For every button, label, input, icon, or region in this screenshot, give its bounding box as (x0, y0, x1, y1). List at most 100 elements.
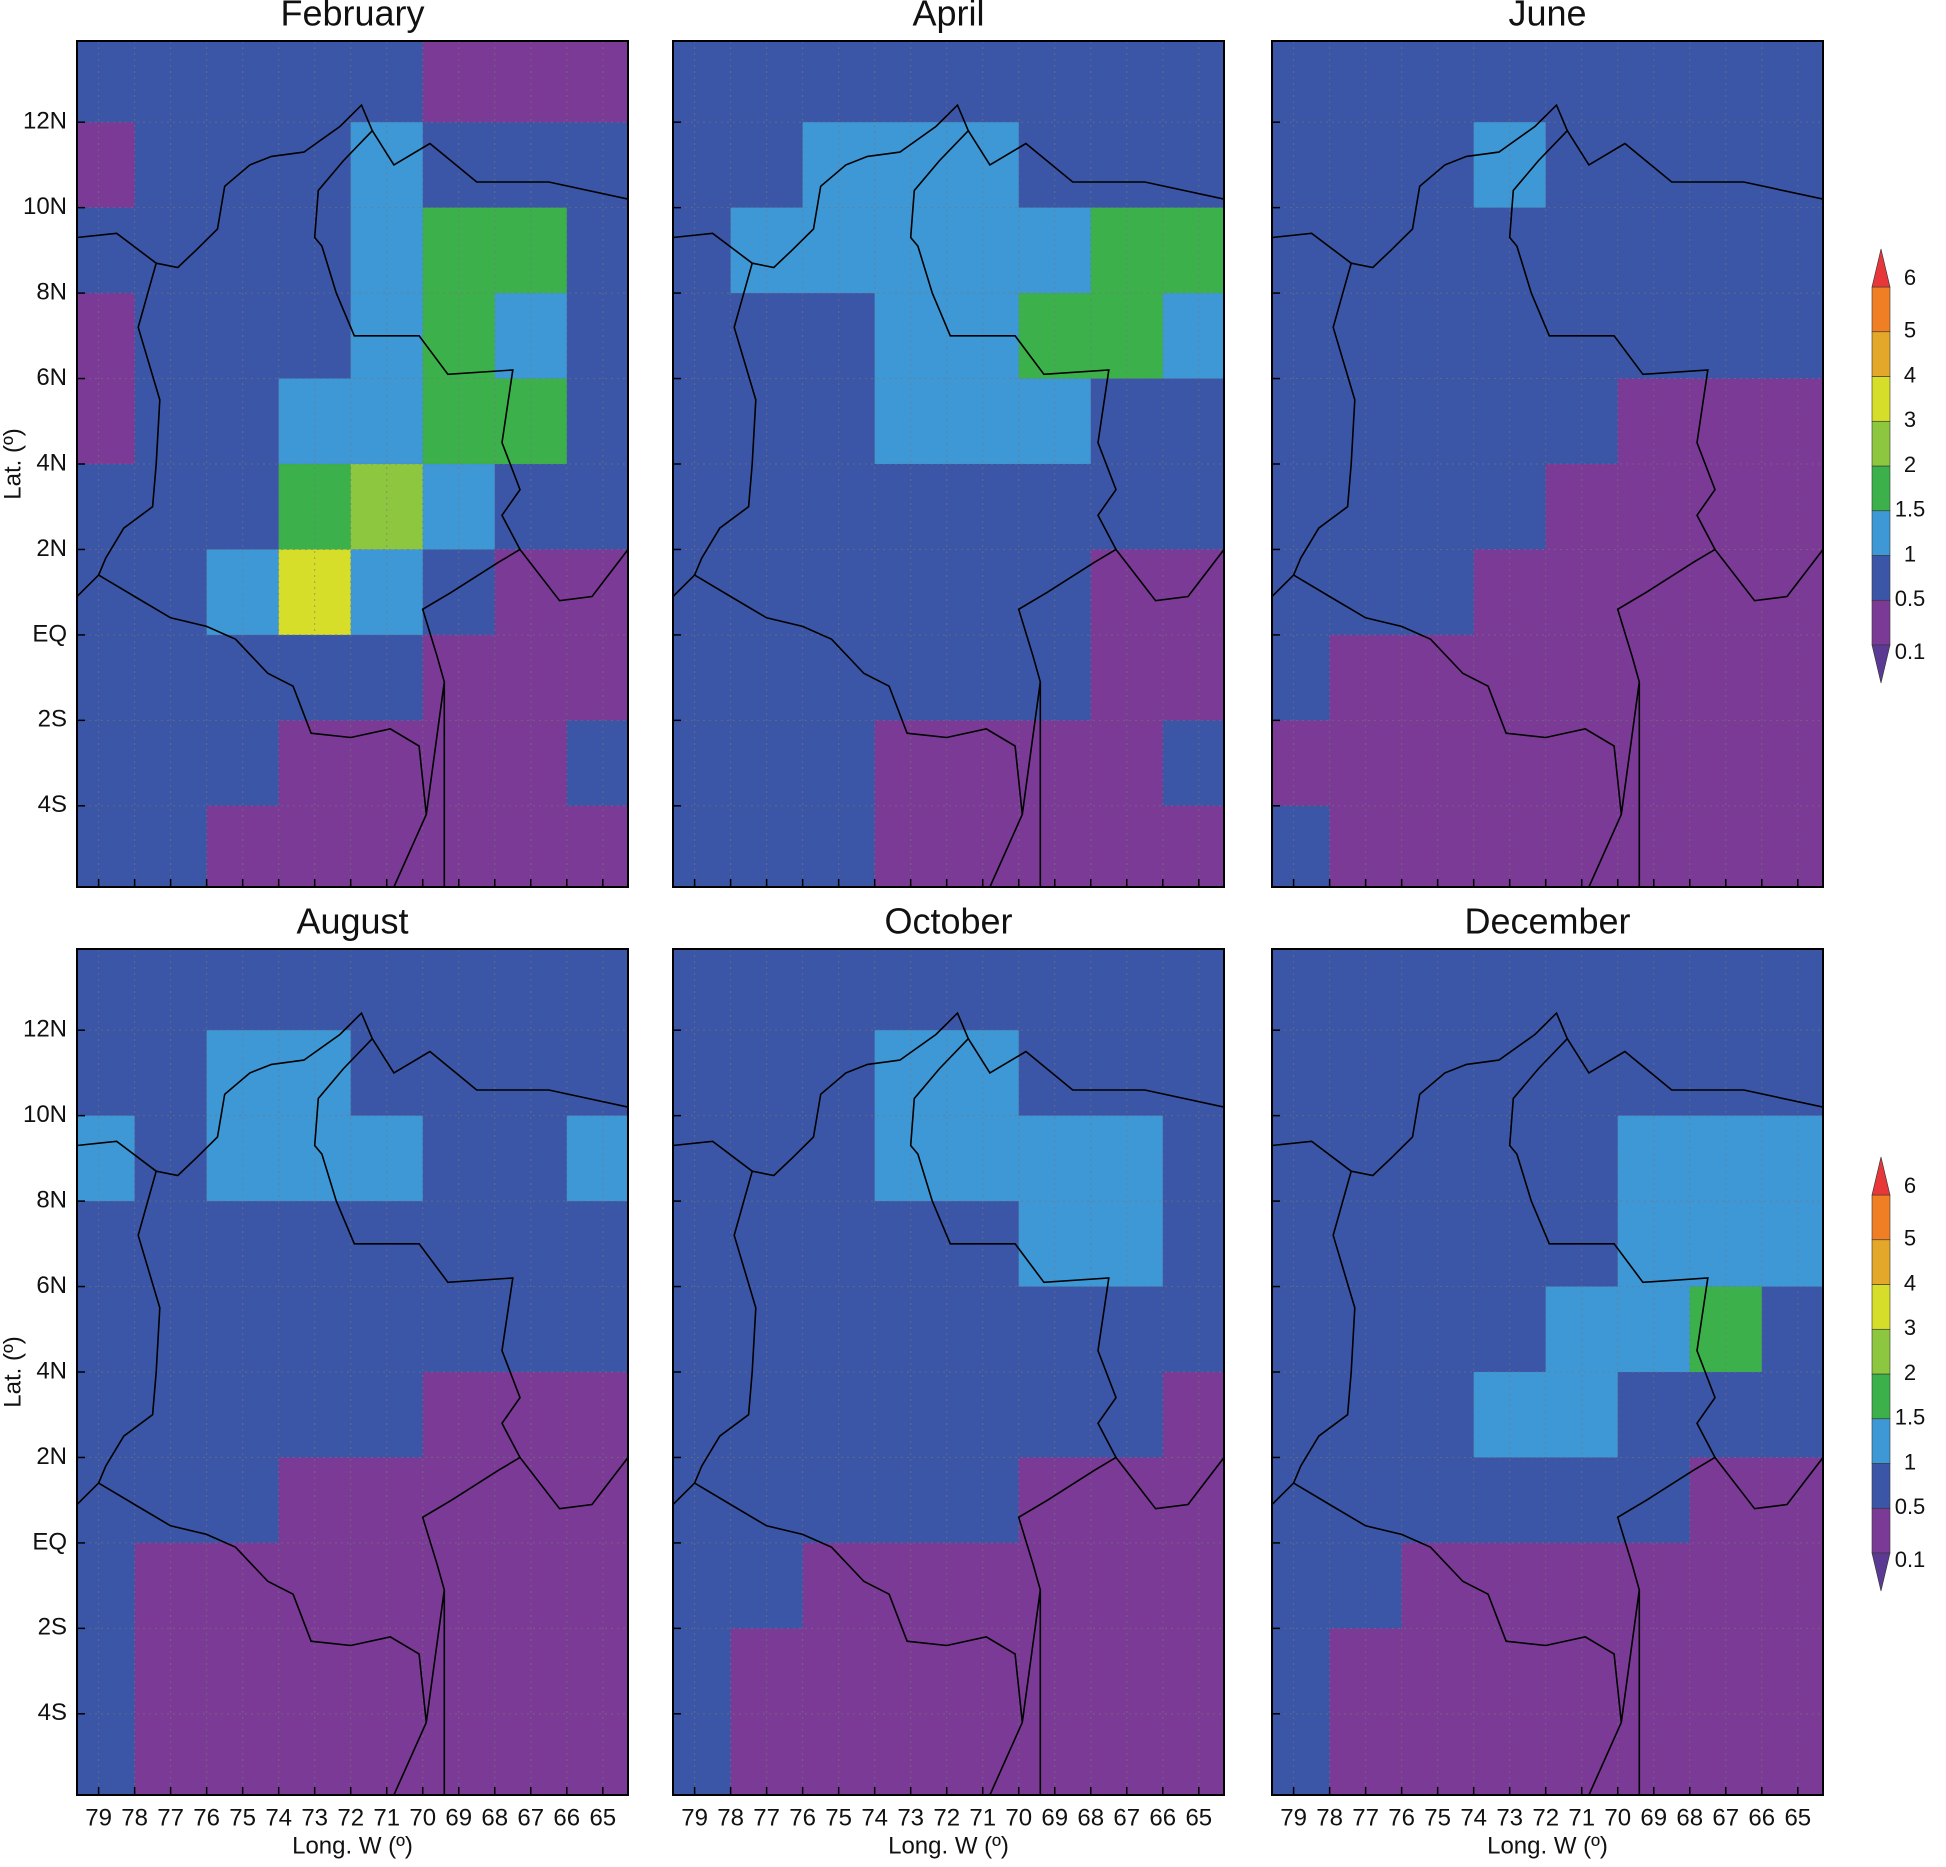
x-tick-label: 78 (121, 1804, 148, 1831)
border-line (967, 1038, 1224, 1108)
grid-cell (1329, 1372, 1403, 1458)
grid-cell (946, 122, 1020, 209)
grid-cell (946, 549, 1020, 636)
grid-cell (1401, 1713, 1475, 1795)
grid-cell (1018, 1286, 1092, 1373)
grid-cell (566, 1201, 628, 1288)
country-border (97, 1011, 522, 1723)
grid-cell (874, 378, 948, 465)
cells (673, 41, 1224, 887)
border-line (1566, 130, 1823, 200)
x-tick-label: 65 (1784, 1804, 1811, 1831)
grid-cell (1689, 1713, 1763, 1795)
grid-cell (730, 949, 804, 1031)
map-panel: February 12N 10N 8N 6N 4N 2N EQ 2S 4S Lat. (º) (0, 0, 629, 888)
y-tick-label: 10N (23, 193, 67, 220)
map-panel: June (1271, 0, 1824, 888)
panel-title: February (280, 0, 424, 34)
grid-cell (566, 1542, 628, 1629)
y-tick-label: 8N (36, 1186, 67, 1213)
grid-cell (494, 549, 568, 636)
colorbar-segment (1871, 1373, 1891, 1420)
grid-cell (730, 1713, 804, 1795)
colorbar-segment (1871, 599, 1891, 646)
grid-cell (566, 634, 628, 721)
grid-cell (1401, 1372, 1475, 1458)
grid-cell (673, 949, 732, 1031)
x-tick-label: 66 (553, 1804, 580, 1831)
colorbar-label: 0.5 (1895, 1494, 1926, 1519)
grid-cell (1689, 41, 1763, 123)
border-line (1272, 232, 1352, 264)
grid-cell (566, 1713, 628, 1795)
grid-cell (422, 1372, 496, 1458)
cells (77, 41, 628, 887)
grid-cell (874, 805, 948, 887)
border-line (673, 232, 753, 264)
grid-cell (1162, 634, 1224, 721)
grid-cell (802, 720, 876, 807)
grid-cell (1401, 1030, 1475, 1117)
grid-cell (1272, 122, 1331, 209)
grid-cell (350, 122, 424, 209)
grid-cell (1162, 1628, 1224, 1715)
x-tick-label: 67 (517, 1804, 544, 1831)
grid-cell (1473, 207, 1547, 294)
x-tick-label: 74 (265, 1804, 292, 1831)
grid-cell (422, 549, 496, 636)
grid-cell (206, 1030, 280, 1117)
grid-cell (946, 949, 1020, 1031)
y-tick-label: 2N (36, 1443, 67, 1470)
grid-cell (802, 1030, 876, 1117)
grid-cell (1162, 1030, 1224, 1117)
grid-cell (1689, 549, 1763, 636)
grid-cell (1761, 293, 1823, 380)
grid-cell (350, 1286, 424, 1373)
cells (673, 949, 1224, 1795)
grid-cell (77, 1457, 136, 1544)
colorbar-segment (1871, 331, 1891, 377)
grid-cell (1617, 1713, 1691, 1795)
grid-cell (494, 464, 568, 550)
grid-cell (77, 1628, 136, 1715)
grid-cell (1162, 293, 1224, 380)
colorbar-label: 5 (1904, 1226, 1916, 1251)
grid-cell (946, 464, 1020, 550)
grid-cell (1018, 1030, 1092, 1117)
grid-cell (134, 549, 208, 636)
x-tick-label: 73 (301, 1804, 328, 1831)
border-line (1588, 814, 1623, 887)
x-tick-label: 77 (1352, 1804, 1379, 1831)
border-line (1115, 549, 1224, 602)
grid-cell (350, 549, 424, 636)
grid-cell (874, 1372, 948, 1458)
grid-cell (802, 1713, 876, 1795)
grid-cell (422, 1457, 496, 1544)
grid-cell (350, 207, 424, 294)
grid-cell (1018, 1713, 1092, 1795)
grid-cell (730, 1457, 804, 1544)
grid-cell (1617, 1115, 1691, 1202)
grid-cell (77, 805, 136, 887)
colorbar: 0.1 0.5 1 1.5 2 3 4 5 6 (1871, 248, 1925, 684)
grid-cell (673, 720, 732, 807)
grid-cell (566, 1286, 628, 1373)
grid-cell (278, 207, 352, 294)
grid-cell (1018, 378, 1092, 465)
grid-cell (1272, 1286, 1331, 1373)
grid-cell (134, 949, 208, 1031)
country-border (97, 103, 522, 815)
grid-cell (1090, 1457, 1164, 1544)
x-tick-label: 76 (789, 1804, 816, 1831)
grid-cell (77, 207, 136, 294)
colorbar-label: 4 (1904, 362, 1916, 387)
grid-cell (1272, 1372, 1331, 1458)
grid-cell (77, 549, 136, 636)
grid-cell (77, 1201, 136, 1288)
grid-cell (1329, 1713, 1403, 1795)
grid-cell (350, 41, 424, 123)
grid-cell (874, 1115, 948, 1202)
grid-cell (1090, 1713, 1164, 1795)
grid-cell (1761, 122, 1823, 209)
grid-cell (1162, 949, 1224, 1031)
